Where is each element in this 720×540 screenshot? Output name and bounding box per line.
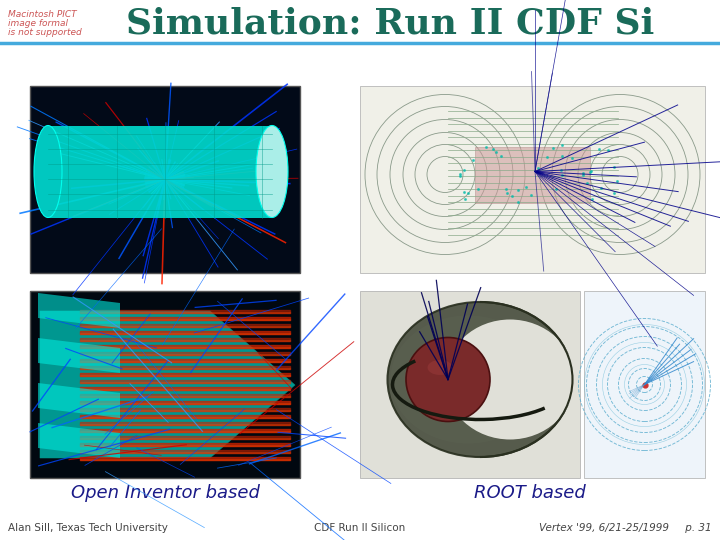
Bar xyxy=(360,86,705,273)
Polygon shape xyxy=(38,423,120,458)
Polygon shape xyxy=(38,338,120,373)
Ellipse shape xyxy=(34,125,62,218)
Text: image formal: image formal xyxy=(8,19,68,28)
Text: Macintosh PICT: Macintosh PICT xyxy=(8,10,76,19)
Ellipse shape xyxy=(256,125,288,218)
Bar xyxy=(30,291,300,478)
Ellipse shape xyxy=(390,315,546,443)
Bar xyxy=(360,291,580,478)
Ellipse shape xyxy=(387,302,572,457)
FancyBboxPatch shape xyxy=(48,125,272,218)
Text: is not supported: is not supported xyxy=(8,28,82,37)
Text: ROOT based: ROOT based xyxy=(474,484,586,502)
Bar xyxy=(475,146,590,202)
Text: Open Inventor based: Open Inventor based xyxy=(71,484,259,502)
Text: Simulation: Run II CDF Si: Simulation: Run II CDF Si xyxy=(126,6,654,40)
Polygon shape xyxy=(40,311,295,458)
Bar xyxy=(584,291,705,478)
Polygon shape xyxy=(38,383,120,418)
Text: CDF Run II Silicon: CDF Run II Silicon xyxy=(315,523,405,533)
Polygon shape xyxy=(38,293,120,328)
Text: Alan Sill, Texas Tech University: Alan Sill, Texas Tech University xyxy=(8,523,168,533)
Bar xyxy=(30,86,300,273)
Circle shape xyxy=(406,338,490,422)
Text: Vertex '99, 6/21-25/1999     p. 31: Vertex '99, 6/21-25/1999 p. 31 xyxy=(539,523,712,533)
Ellipse shape xyxy=(445,320,575,440)
Ellipse shape xyxy=(428,360,452,375)
